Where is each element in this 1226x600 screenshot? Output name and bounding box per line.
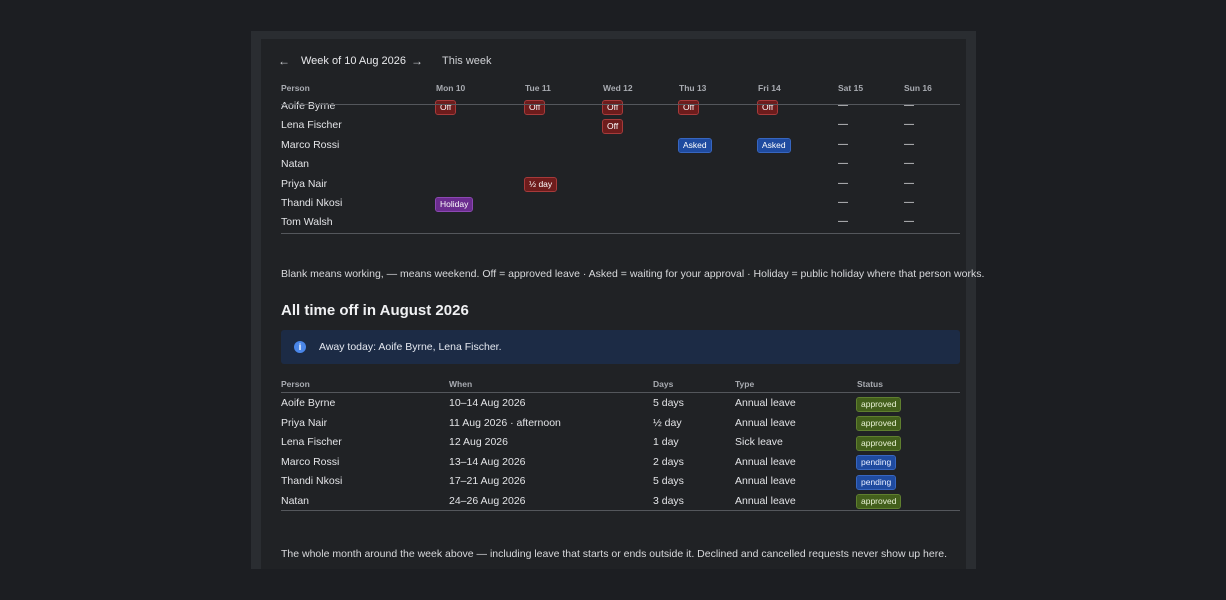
month-column-header: Person [281,379,310,389]
weekend-marker: — [904,119,914,131]
this-week-button[interactable]: This week [442,55,492,67]
week-row-person: Priya Nair [281,177,328,190]
month-row-when: 24–26 Aug 2026 [449,494,526,507]
month-row-days: 3 days [653,494,684,507]
month-row-person: Priya Nair [281,416,328,429]
month-row-days: 1 day [653,436,679,448]
month-row-when: 11 Aug 2026 · afternoon [449,416,561,429]
off-badge: Off [756,99,779,115]
holiday-badge: Holiday [434,196,474,212]
month-row-person: Thandi Nkosi [281,475,343,487]
month-column-header: When [449,379,473,389]
week-row-person: Tom Walsh [281,216,333,229]
arrow-right-icon[interactable]: → [411,54,423,68]
month-footnote: The whole month around the week above — … [281,548,947,560]
month-row-type: Annual leave [735,416,796,429]
month-row-type: Annual leave [735,494,796,507]
status-badge: approved [855,435,902,451]
status-badge: approved [855,416,902,431]
week-table-bottom-divider [281,233,960,234]
asked-badge[interactable]: Asked [678,138,712,154]
off-badge: Off [434,99,457,115]
week-column-header: Fri 14 [758,83,781,93]
main-panel: ← Week of 10 Aug 2026 → This week Person… [261,39,984,569]
weekend-marker: — [904,158,914,170]
week-column-header: Wed 12 [603,83,633,93]
week-row-person: Natan [281,158,310,171]
week-row-person: Thandi Nkosi [281,197,343,209]
month-column-header: Type [735,379,755,389]
month-row-type: Annual leave [735,455,796,468]
status-badge: approved [855,494,902,509]
month-column-header: Days [653,379,674,389]
week-header-divider [281,104,960,105]
week-column-header: Mon 10 [436,83,466,93]
weekend-marker: — [838,119,848,131]
weekend-marker: — [904,177,914,189]
arrow-left-icon[interactable]: ← [278,54,290,68]
week-column-header: Tue 11 [525,83,551,93]
week-column-header: Thu 13 [679,83,707,93]
week-row-person: Marco Rossi [281,138,340,151]
month-row-when: 17–21 Aug 2026 [449,475,526,487]
away-today-banner: i Away today: Aoife Byrne, Lena Fischer. [281,330,960,364]
status-badge: pending [855,455,897,470]
weekend-marker: — [904,100,914,111]
month-row-person: Marco Rossi [281,455,340,468]
app-frame: ← Week of 10 Aug 2026 → This week Person… [251,31,984,569]
section-title: All time off in August 2026 [281,302,469,319]
month-column-header: Status [857,379,883,389]
off-badge: Off [601,99,624,115]
month-row-when: 13–14 Aug 2026 [449,455,526,468]
legend-text: Blank means working, — means weekend. Of… [281,268,985,280]
month-row-person: Natan [281,494,310,507]
week-column-header: Sat 15 [838,83,864,93]
month-row-person: Lena Fischer [281,436,342,448]
weekend-marker: — [838,177,848,189]
month-row-type: Sick leave [735,436,783,448]
weekend-marker: — [838,158,848,170]
month-row-person: Aoife Byrne [281,397,336,409]
month-row-type: Annual leave [735,475,796,487]
week-column-header: Person [281,83,310,93]
week-row-person: Aoife Byrne [281,100,336,112]
week-row-person: Lena Fischer [281,119,342,132]
weekend-marker: — [838,138,848,150]
month-row-days: 5 days [653,397,684,409]
month-row-type: Annual leave [735,397,796,409]
month-header-divider [281,392,960,393]
weekend-marker: — [904,197,914,208]
info-icon: i [294,341,306,353]
half-day-badge: ½ day [523,177,558,193]
off-badge: Off [601,118,624,134]
week-column-header: Sun 16 [904,83,932,93]
month-row-days: 2 days [653,455,684,468]
off-badge: Off [677,99,700,115]
month-row-when: 10–14 Aug 2026 [449,397,526,409]
status-badge: pending [855,474,897,490]
weekend-marker: — [838,100,848,111]
month-row-days: ½ day [653,416,682,429]
weekend-marker: — [838,197,848,208]
weekend-marker: — [904,216,914,228]
weekend-marker: — [838,216,848,228]
month-row-when: 12 Aug 2026 [449,436,508,448]
month-table-bottom-divider [281,510,960,511]
away-today-text: Away today: Aoife Byrne, Lena Fischer. [319,341,502,353]
status-badge: approved [855,396,902,412]
weekend-marker: — [904,138,914,150]
asked-badge[interactable]: Asked [757,138,791,154]
week-label: Week of 10 Aug 2026 [301,55,406,67]
month-row-days: 5 days [653,475,684,487]
off-badge: Off [523,99,546,115]
